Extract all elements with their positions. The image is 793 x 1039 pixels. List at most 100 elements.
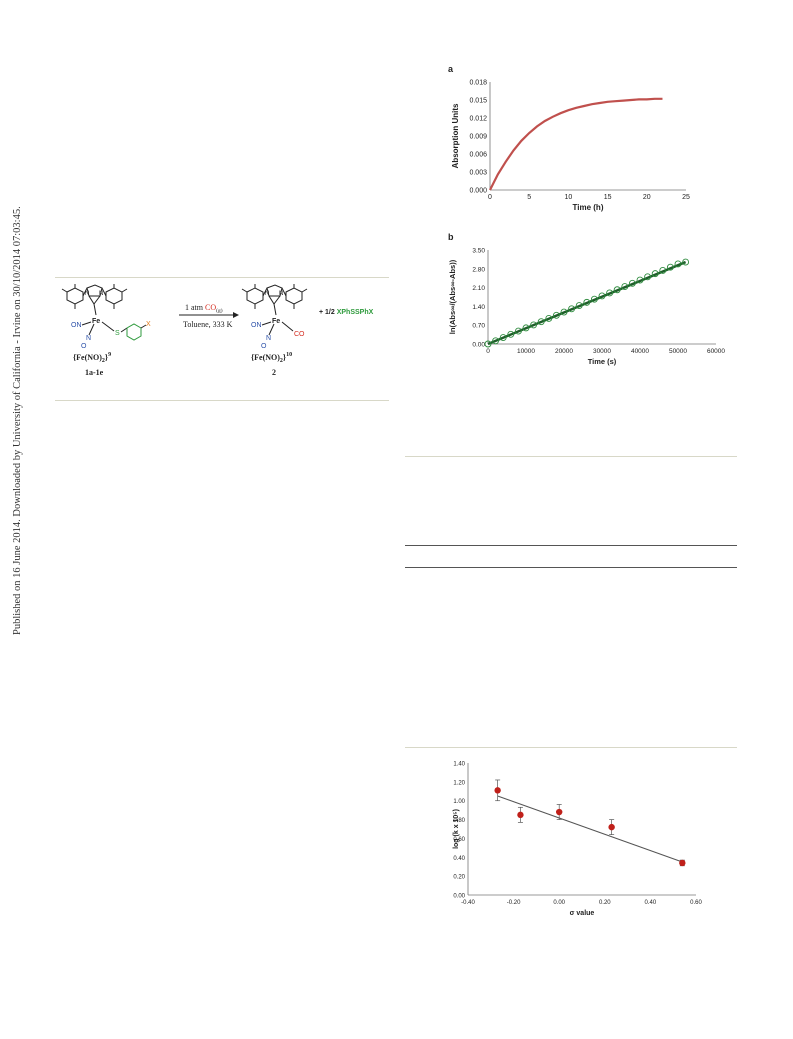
y-tick-label: 0.015 (469, 98, 487, 105)
product-formula: {Fe(NO)2}10 (251, 352, 292, 364)
reactant-x-substituent: X (146, 321, 151, 328)
reaction-reagent: 1 atm CO(g) (185, 303, 223, 314)
data-point (530, 321, 538, 329)
table-header-rule (405, 545, 737, 546)
reaction-scheme: N N Fe ON N O S X {Fe(NO)2}9 1a-1e 1 atm… (61, 284, 374, 377)
x-tick-label: 0.20 (599, 900, 611, 906)
y-tick-label: 0.018 (469, 80, 487, 87)
data-point (613, 286, 621, 294)
data-point (590, 295, 598, 303)
x-axis-label: Time (s) (588, 357, 617, 366)
x-tick-label: 50000 (669, 348, 687, 355)
x-axis-label: Time (h) (573, 203, 604, 212)
data-point (514, 327, 522, 335)
chart-b-ln-absorption-vs-time: b 0 10000 20000 30000 40000 50000 60000 0.00 0.70… (448, 232, 725, 366)
chart-hammett-plot: -0.40 -0.20 0.00 0.20 0.40 0.60 0.00 0.20 0.40 0.… (453, 762, 702, 918)
data-point (679, 859, 686, 867)
data-point (628, 279, 636, 287)
y-tick-label: 3.50 (472, 248, 485, 255)
fit-line (487, 260, 687, 346)
y-tick-label: 1.40 (472, 304, 485, 311)
data-point (545, 315, 553, 322)
product-on-ligand: ON (251, 322, 262, 329)
y-tick-label: 0.80 (453, 818, 465, 824)
reactant-formula: {Fe(NO)2}9 (73, 352, 111, 364)
y-axis-label: Absorption Units (451, 103, 460, 168)
x-axis-label: σ value (570, 910, 595, 917)
x-tick-label: 0.00 (553, 900, 565, 906)
table-top-rule (405, 456, 737, 457)
data-point (568, 305, 576, 313)
data-point (651, 270, 659, 278)
data-point (560, 308, 568, 316)
reactant-s-atom: S (115, 330, 120, 337)
data-point (606, 289, 614, 297)
x-tick-label: 20000 (555, 348, 573, 355)
y-tick-label: 0.000 (469, 188, 487, 195)
data-point (674, 260, 682, 268)
reactant-ring-n-right: N (99, 291, 103, 297)
download-watermark: Published on 16 June 2014. Downloaded by… (2, 195, 23, 635)
x-tick-label: 0.60 (690, 900, 702, 906)
reaction-arrowhead (233, 312, 239, 318)
product-ring-n-left: N (265, 291, 269, 297)
y-axis-label: log (k x 10⁵) (453, 809, 460, 849)
reactant-n-atom: N (86, 335, 91, 342)
y-tick-label: 0.009 (469, 134, 487, 141)
x-tick-label: 40000 (631, 348, 649, 355)
product-ring-n-right: N (279, 291, 283, 297)
reactant-label: 1a-1e (85, 368, 104, 377)
x-tick-label: 10000 (517, 348, 535, 355)
product-fe-atom: Fe (272, 318, 280, 325)
y-tick-label: 1.00 (453, 799, 465, 805)
data-point (682, 258, 690, 266)
x-tick-label: 15 (604, 194, 612, 201)
data-point (644, 273, 652, 281)
x-tick-label: 0 (486, 348, 490, 355)
data-point (636, 276, 644, 284)
reaction-conditions: Toluene, 333 K (183, 320, 233, 329)
y-tick-label: 0.012 (469, 116, 487, 123)
data-point (494, 787, 501, 794)
y-tick-label: 2.80 (472, 266, 485, 273)
reactant-fe-atom: Fe (92, 318, 100, 325)
y-axis-label: ln(Abs∞/(Abs∞-Abs)) (448, 259, 457, 334)
chart-a-absorption-vs-time: a 0 5 10 15 20 25 0.000 0.003 0.006 0.009 0.012 0.01… (448, 64, 690, 212)
y-tick-label: 0.00 (453, 894, 465, 900)
scheme-bottom-rule (55, 400, 389, 401)
x-tick-label: 5 (527, 194, 531, 201)
x-tick-label: 60000 (707, 348, 725, 355)
data-point (556, 808, 563, 816)
data-point (621, 283, 629, 290)
data-point (484, 340, 492, 348)
x-tick-label: 10 (565, 194, 573, 201)
data-point (583, 298, 591, 306)
reactant-on-ligand: ON (71, 322, 82, 329)
y-tick-label: 0.20 (453, 875, 465, 881)
data-point (552, 311, 560, 319)
byproduct: + 1/2 XPhSSPhX (319, 309, 374, 316)
y-tick-label: 0.60 (453, 837, 465, 843)
data-point (499, 334, 507, 342)
series-line (489, 97, 663, 191)
product-o-atom: O (261, 343, 267, 350)
y-tick-label: 1.40 (453, 762, 465, 768)
data-point (507, 330, 515, 338)
reactant-aryl-ring (126, 323, 142, 341)
data-point (522, 324, 530, 332)
product-n-atom: N (266, 335, 271, 342)
fit-line (497, 795, 683, 863)
reactant-ring-n-left: N (85, 291, 89, 297)
data-point (537, 318, 545, 326)
x-tick-label: -0.40 (461, 900, 475, 906)
data-point (666, 263, 674, 271)
y-tick-label: 0.70 (472, 323, 485, 330)
x-tick-label: -0.20 (507, 900, 521, 906)
data-point (608, 823, 615, 831)
x-tick-label: 20 (643, 194, 651, 201)
table-body-rule (405, 567, 737, 568)
scheme-top-rule (55, 277, 389, 278)
y-tick-label: 2.10 (472, 285, 485, 292)
figure-top-rule (405, 747, 737, 748)
product-nhc-ligand (241, 284, 308, 316)
